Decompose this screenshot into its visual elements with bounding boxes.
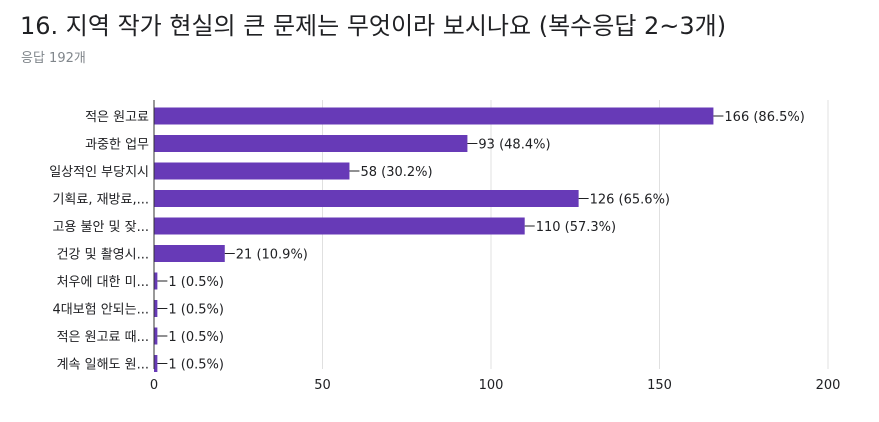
bar: [154, 135, 468, 152]
data-labels: 166 (86.5%) 93 (48.4%) 58 (30.2%) 126 (65.6…: [157, 110, 805, 373]
data-label: 126 (65.6%): [590, 193, 670, 208]
x-tick-label: 200: [816, 378, 841, 393]
data-label: 166 (86.5%): [724, 110, 804, 125]
bar: [154, 327, 158, 345]
bar: [154, 300, 158, 317]
category-label: 과중한 업무: [85, 138, 149, 153]
bar: [154, 107, 714, 125]
response-count: 응답 192개: [21, 51, 86, 66]
x-tick-label: 150: [647, 378, 672, 393]
category-label: 일상적인 부당지시: [49, 165, 149, 180]
x-tick-label: 100: [479, 378, 504, 393]
bar: [154, 217, 525, 235]
bar: [154, 162, 350, 180]
category-label: 처우에 대한 미...: [57, 275, 149, 290]
data-label: 110 (57.3%): [536, 220, 616, 235]
bar: [154, 272, 158, 290]
data-label: 58 (30.2%): [360, 165, 432, 180]
bar: [154, 190, 579, 207]
category-label: 적은 원고료 때...: [57, 330, 149, 345]
bar: [154, 355, 158, 372]
category-label: 기획료, 재방료,...: [52, 193, 149, 208]
category-label: 고용 불안 및 잦...: [52, 220, 149, 235]
data-label: 1 (0.5%): [168, 303, 224, 318]
bar: [154, 245, 225, 262]
category-label: 건강 및 촬영시...: [57, 248, 149, 263]
category-label: 적은 원고료: [85, 110, 149, 125]
category-label: 4대보험 안되는...: [52, 303, 149, 318]
data-label: 21 (10.9%): [236, 248, 308, 263]
question-title: 16. 지역 작가 현실의 큰 문제는 무엇이라 보시나요 (복수응답 2~3개…: [20, 12, 727, 40]
x-tick-label: 50: [314, 378, 331, 393]
data-label: 1 (0.5%): [168, 358, 224, 373]
data-label: 1 (0.5%): [168, 330, 224, 345]
data-label: 93 (48.4%): [478, 138, 550, 153]
bars: [154, 107, 714, 372]
category-label: 계속 일해도 원...: [57, 358, 149, 373]
x-axis: 0 50 100 150 200: [150, 100, 841, 393]
x-tick-label: 0: [150, 378, 158, 393]
data-label: 1 (0.5%): [168, 275, 224, 290]
